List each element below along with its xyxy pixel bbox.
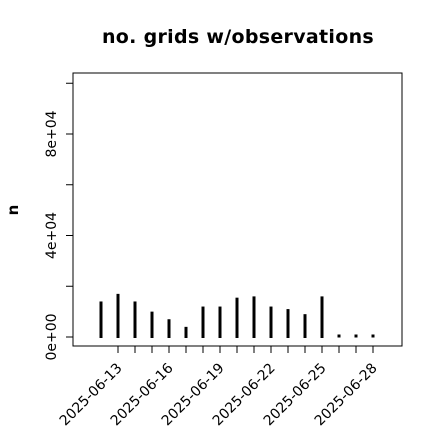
- y-tick-label: 4e+04: [44, 212, 60, 259]
- bar: [371, 334, 375, 338]
- bar: [337, 334, 341, 338]
- y-axis: 0e+00 4e+04 8e+04: [44, 82, 73, 361]
- bar-series: [99, 293, 375, 338]
- y-tick-label: 0e+00: [44, 313, 60, 360]
- y-tick-label: 8e+04: [44, 110, 60, 157]
- bar: [354, 334, 358, 338]
- x-axis: 2025-06-132025-06-162025-06-192025-06-22…: [57, 346, 381, 429]
- y-axis-label: n: [4, 205, 22, 216]
- chart-title: no. grids w/observations: [101, 26, 375, 48]
